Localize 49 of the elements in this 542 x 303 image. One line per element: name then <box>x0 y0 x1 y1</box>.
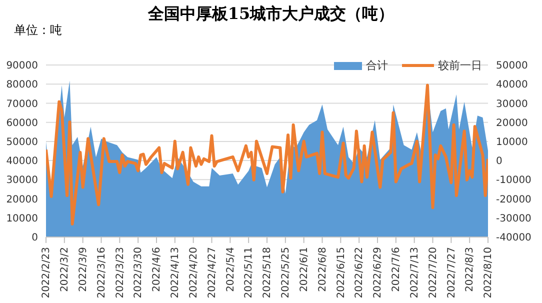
y-tick-label: 70000 <box>6 98 38 110</box>
x-tick-label: 2022/6/29 <box>372 247 384 298</box>
x-tick-label: 2022/7/6 <box>391 247 402 292</box>
y2-tick-label: -40000 <box>496 232 532 244</box>
y2-tick-label: 0 <box>496 156 502 168</box>
x-tick-label: 2022/7/27 <box>446 247 458 298</box>
x-tick-label: 2022/3/9 <box>78 247 89 292</box>
x-tick-label: 2022/2/23 <box>41 247 52 298</box>
x-tick-label: 2022/6/1 <box>298 247 310 292</box>
x-tick-label: 2022/5/11 <box>244 247 255 298</box>
x-tick-label: 2022/8/3 <box>464 247 476 292</box>
x-tick-label: 2022/5/18 <box>262 247 274 298</box>
y2-tick-label: 20000 <box>496 118 528 129</box>
x-tick-label: 2022/3/16 <box>96 247 108 298</box>
x-tick-label: 2022/3/2 <box>60 247 71 292</box>
x-tick-label: 2022/7/20 <box>428 247 439 298</box>
y-tick-label: 60000 <box>6 118 38 129</box>
y-tick-label: 20000 <box>6 194 38 206</box>
y2-tick-label: -10000 <box>496 175 532 186</box>
y-tick-label: 80000 <box>6 80 38 91</box>
x-tick-label: 2022/5/25 <box>280 247 292 298</box>
y-tick-label: 40000 <box>6 156 38 168</box>
y-tick-label: 10000 <box>6 213 38 224</box>
y-tick-label: 50000 <box>6 136 38 148</box>
y2-tick-label: 50000 <box>496 60 528 72</box>
x-tick-label: 2022/7/13 <box>409 247 420 298</box>
x-tick-label: 2022/4/13 <box>170 247 182 298</box>
y2-tick-label: 30000 <box>496 98 528 110</box>
y-axis-title: 单位：吨 <box>14 22 62 39</box>
x-tick-label: 2022/4/27 <box>206 247 218 298</box>
y2-tick-label: -20000 <box>496 194 532 206</box>
legend-label: 合计 <box>366 58 388 73</box>
x-tick-label: 2022/6/8 <box>317 247 328 292</box>
y-tick-label: 30000 <box>6 175 38 186</box>
x-tick-label: 2022/6/22 <box>354 247 366 298</box>
x-tick-label: 2022/4/20 <box>188 247 200 298</box>
legend-label: 较前一日 <box>438 58 482 73</box>
y2-tick-label: 40000 <box>496 80 528 91</box>
y2-tick-label: -30000 <box>496 213 532 224</box>
x-tick-label: 2022/4/6 <box>152 247 163 292</box>
chart-title: 全国中厚板15城市大户成交（吨） <box>148 4 394 23</box>
x-tick-label: 2022/5/4 <box>225 247 236 292</box>
x-tick-label: 2022/8/10 <box>483 247 494 298</box>
x-tick-label: 2022/3/23 <box>114 247 126 298</box>
x-tick-label: 2022/3/30 <box>133 247 144 298</box>
y-tick-label: 90000 <box>6 60 38 72</box>
y-tick-label: 0 <box>32 232 38 244</box>
y2-tick-label: 10000 <box>496 136 528 148</box>
x-tick-label: 2022/6/15 <box>336 247 347 298</box>
